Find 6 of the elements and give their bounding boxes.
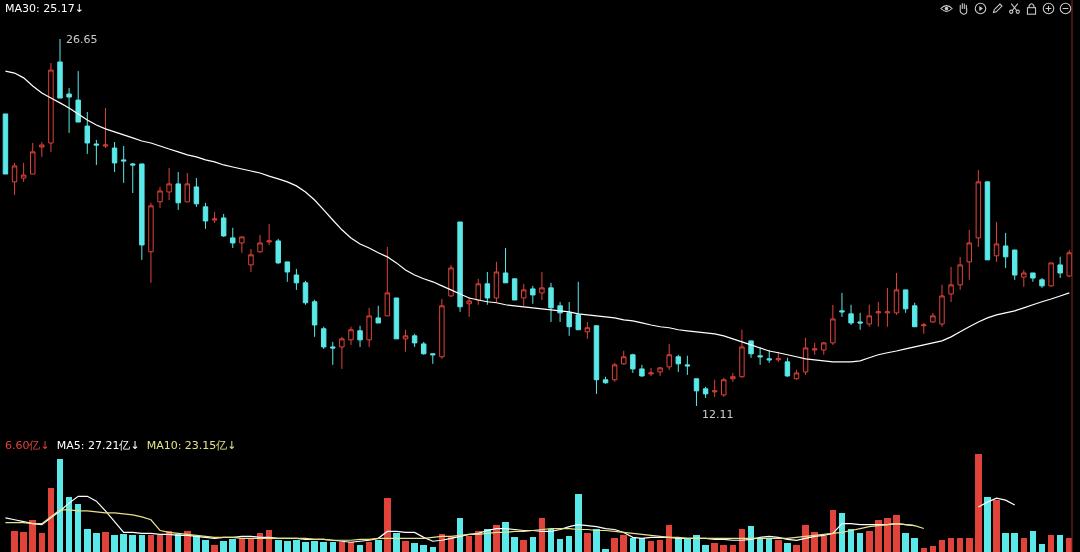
annotation: 26.65: [66, 33, 98, 46]
text: 12.11: [702, 408, 734, 421]
text: MA30: 25.17↓: [5, 2, 84, 15]
series-label: 6.60亿↓: [5, 439, 50, 452]
text: MA10: 23.15亿↓: [146, 439, 237, 452]
text: MA5: 27.21亿↓: [56, 439, 140, 452]
